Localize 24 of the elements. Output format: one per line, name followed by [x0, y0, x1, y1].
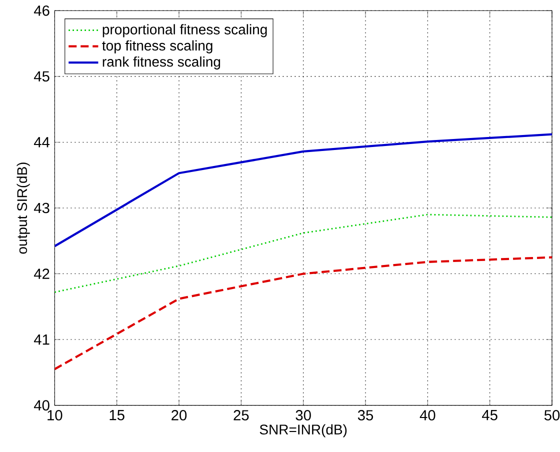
line-series	[54, 256, 552, 370]
x-tick-label: 35	[358, 410, 374, 420]
x-tick-label: 45	[482, 410, 498, 420]
legend-label: proportional fitness scaling	[102, 24, 267, 38]
y-tick-label: 40	[34, 400, 50, 411]
y-tick-label: 41	[34, 334, 50, 345]
x-tick-label: 20	[172, 410, 187, 420]
y-tick-label: 42	[34, 268, 50, 279]
x-axis-title: SNR=INR(dB)	[260, 424, 347, 438]
x-tick-label: 15	[110, 410, 124, 420]
legend-label: rank fitness scaling	[102, 56, 220, 70]
y-axis-title: output SIR(dB)	[16, 162, 30, 254]
line-series	[54, 133, 552, 248]
y-tick-label: 43	[34, 202, 50, 214]
y-tick-label: 46	[34, 5, 50, 16]
x-tick-label: 10	[48, 410, 62, 420]
x-tick-label: 40	[420, 410, 436, 420]
y-tick-label: 44	[34, 137, 50, 148]
x-tick-label: 30	[296, 410, 311, 420]
legend-label: top fitness scaling	[102, 40, 212, 54]
y-tick-label: 45	[34, 71, 50, 82]
line-series	[54, 214, 552, 293]
x-tick-label: 50	[544, 410, 560, 420]
x-tick-label: 25	[234, 410, 249, 420]
